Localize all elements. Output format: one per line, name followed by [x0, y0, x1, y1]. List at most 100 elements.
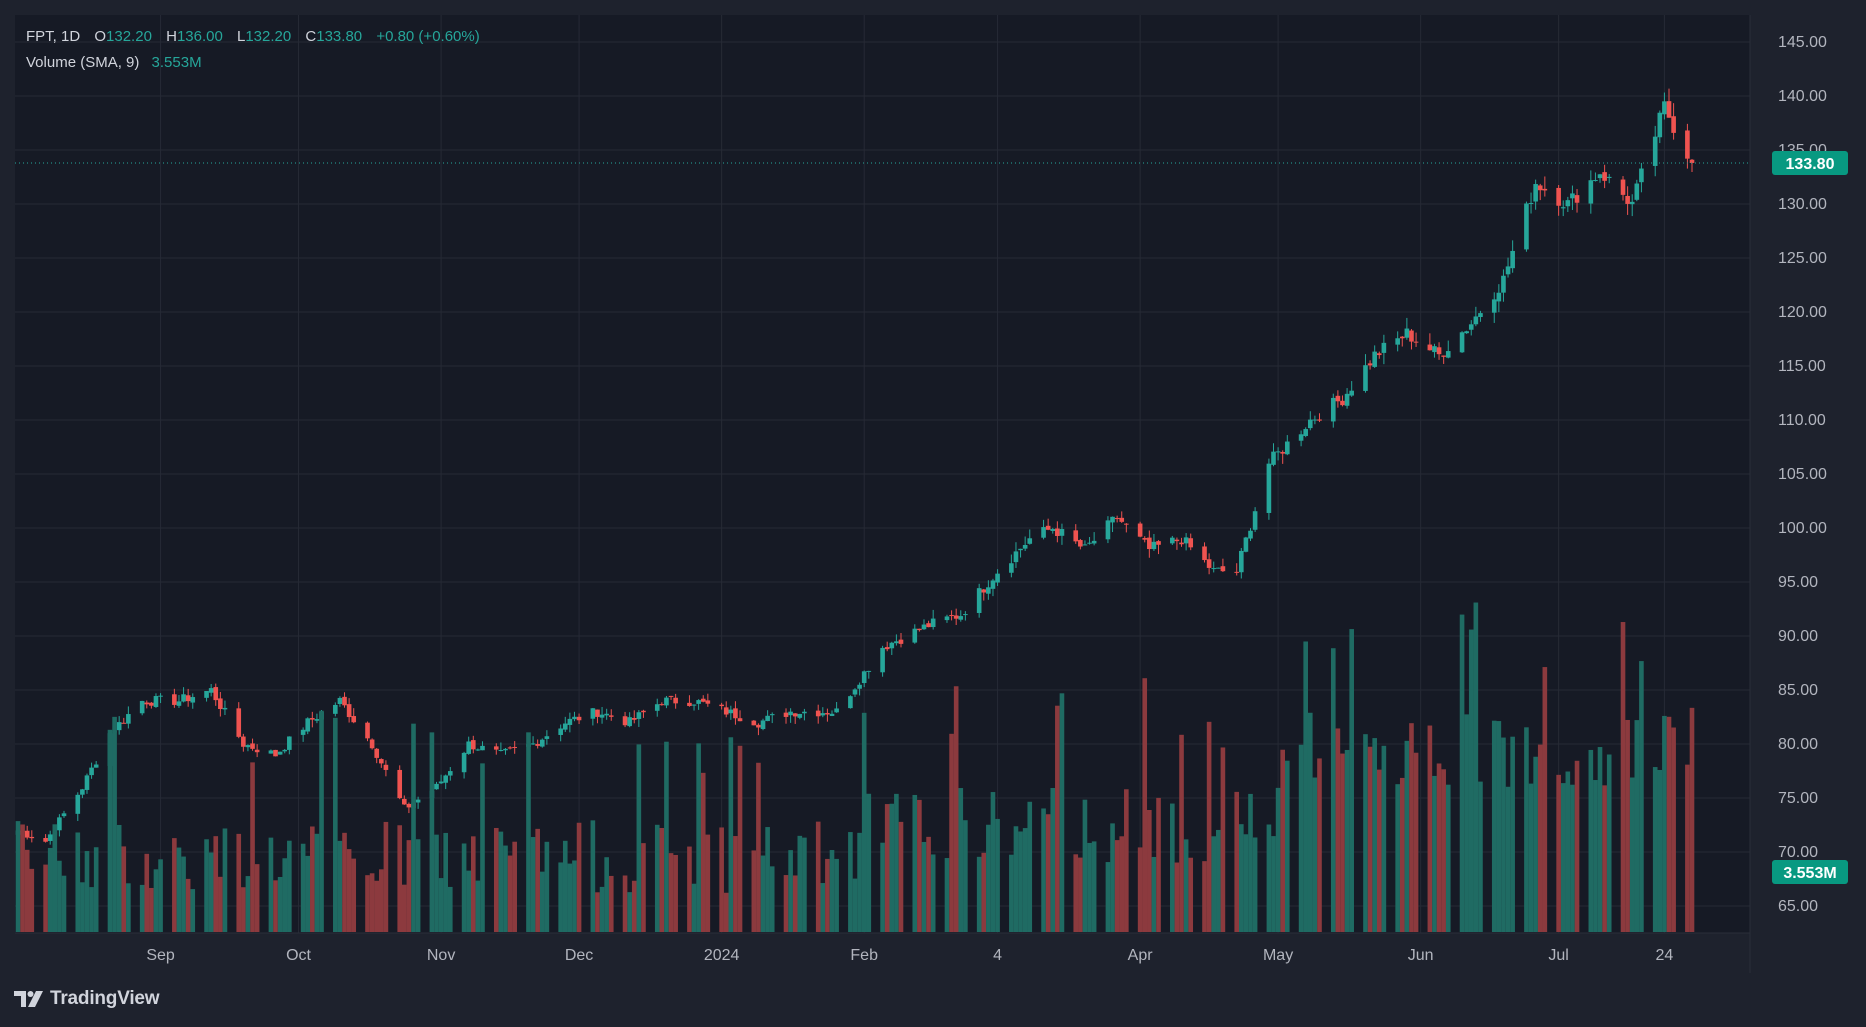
volume-bar — [1073, 854, 1079, 932]
candle-up — [1593, 180, 1598, 182]
candle-down — [659, 704, 665, 706]
candle-down — [273, 749, 278, 757]
volume-bar — [1441, 769, 1446, 932]
candle-up — [1570, 193, 1575, 199]
volume-bar — [397, 825, 403, 932]
tradingview-logo-icon — [14, 991, 43, 1007]
time-tick-label: 24 — [1656, 947, 1674, 964]
candle-down — [535, 743, 540, 746]
volume-bar — [1312, 777, 1318, 932]
last-price-badge-label: 133.80 — [1786, 156, 1835, 173]
candle-down — [1376, 353, 1382, 356]
volume-bar — [1271, 836, 1276, 932]
candle-up — [857, 684, 862, 689]
volume-bar — [1473, 602, 1479, 932]
candle-up — [75, 794, 81, 814]
candle-up — [995, 573, 1000, 583]
candle-down — [917, 628, 922, 631]
candle-down — [1542, 188, 1548, 191]
candle-up — [889, 642, 895, 649]
price-tick-label: 70.00 — [1778, 844, 1818, 861]
volume-bar — [590, 820, 596, 932]
volume-bar — [1284, 760, 1290, 932]
volume-bar — [1432, 775, 1437, 932]
candle-up — [443, 775, 449, 783]
candle-down — [1188, 538, 1194, 548]
volume-bar — [1147, 809, 1152, 932]
candle-up — [190, 697, 196, 703]
volume-bar — [1179, 734, 1184, 932]
candle-down — [1441, 355, 1446, 357]
volume-bar — [1151, 856, 1157, 932]
candle-down — [1206, 559, 1212, 568]
candle-up — [1634, 183, 1640, 200]
candle-up — [204, 690, 209, 698]
candle-up — [208, 688, 214, 693]
candle-down — [1073, 530, 1079, 542]
volume-bar — [1234, 791, 1240, 932]
candle-up — [1059, 529, 1065, 536]
volume-bar — [1413, 752, 1419, 932]
volume-bar — [705, 834, 711, 932]
candle-down — [595, 709, 600, 717]
volume-bar — [1252, 837, 1258, 932]
candle-down — [1409, 330, 1414, 342]
candle-up — [1284, 441, 1290, 455]
candle-down — [1556, 187, 1561, 206]
volume-bar — [949, 733, 954, 932]
candle-down — [949, 615, 954, 617]
volume-bar — [1505, 786, 1511, 932]
candle-up — [866, 670, 872, 672]
time-tick-label: Oct — [286, 947, 311, 964]
volume-bar — [305, 855, 311, 932]
volume-bar — [1639, 661, 1644, 932]
candle-up — [1662, 101, 1667, 115]
candle-up — [475, 749, 481, 751]
candle-up — [153, 696, 159, 707]
volume-bar — [1367, 746, 1373, 932]
time-tick-label: Feb — [850, 947, 878, 964]
volume-bar — [622, 875, 628, 932]
candle-up — [765, 715, 770, 722]
candle-up — [89, 767, 94, 776]
volume-bar — [365, 875, 370, 932]
volume-bar — [1059, 693, 1065, 932]
volume-bar — [1238, 824, 1244, 932]
candle-up — [880, 647, 885, 673]
volume-bar — [723, 892, 729, 932]
tradingview-logo[interactable]: TradingView — [14, 988, 160, 1010]
candle-up — [930, 618, 936, 628]
volume-bar — [1533, 756, 1538, 932]
volume-label[interactable]: Volume (SMA, 9) — [26, 54, 140, 71]
candle-up — [852, 689, 858, 695]
open-label: O — [94, 28, 107, 45]
volume-bar — [1597, 747, 1603, 932]
volume-bar — [1307, 712, 1313, 932]
candle-up — [1151, 541, 1157, 550]
candle-up — [636, 712, 642, 719]
volume-bar — [1110, 823, 1115, 932]
candle-up — [894, 641, 899, 644]
candle-down — [383, 764, 389, 770]
candle-up — [760, 720, 766, 730]
volume-bar — [126, 883, 131, 932]
candle-up — [93, 764, 99, 768]
volume-bar — [1280, 749, 1286, 932]
candle-up — [438, 781, 444, 784]
volume-bar — [958, 788, 964, 932]
symbol-label[interactable]: FPT, 1D — [26, 28, 81, 45]
volume-bar — [1652, 767, 1658, 932]
price-tick-label: 85.00 — [1778, 682, 1818, 699]
volume-bar — [507, 855, 513, 932]
volume-bar — [1381, 745, 1387, 932]
candle-down — [733, 708, 738, 719]
volume-bar — [539, 871, 545, 932]
candle-up — [976, 588, 982, 613]
volume-bar — [1142, 678, 1148, 932]
candle-up — [691, 704, 697, 706]
time-tick-label: Jul — [1548, 947, 1568, 964]
candle-down — [144, 702, 150, 705]
candle-down — [1413, 341, 1419, 343]
candle-down — [1399, 336, 1405, 339]
